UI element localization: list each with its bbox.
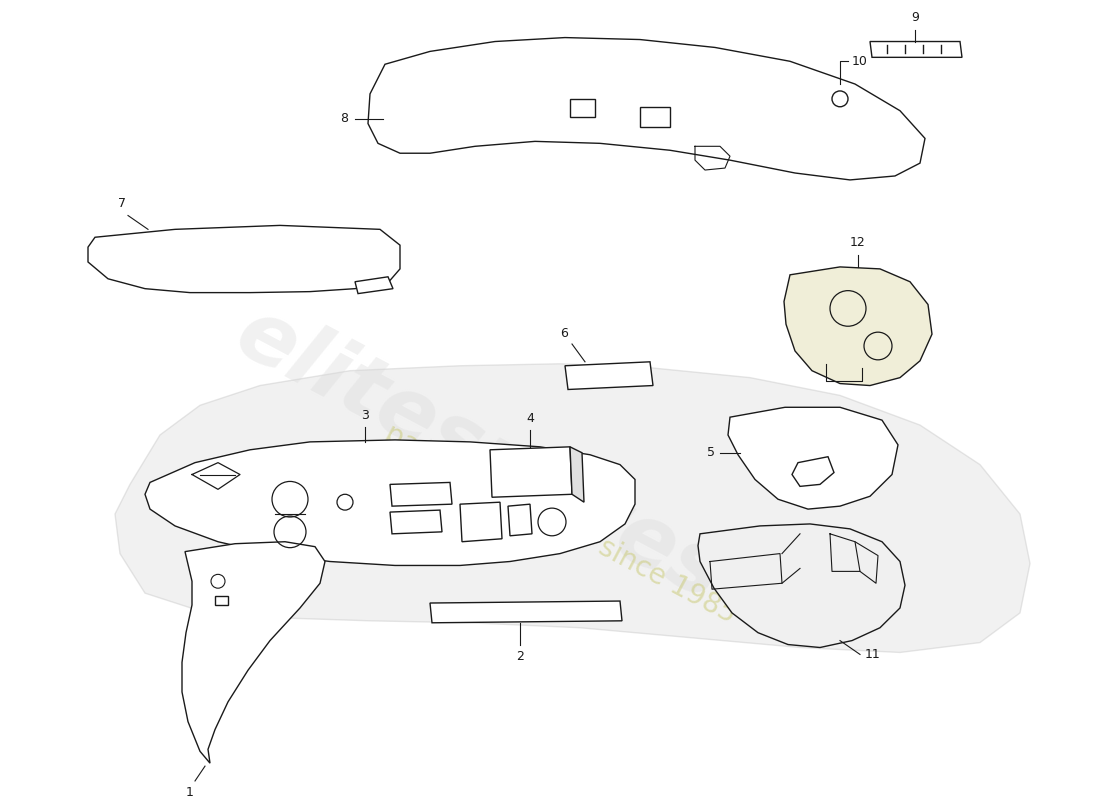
Text: 2: 2 — [516, 650, 524, 663]
Text: passion for parts since 1985: passion for parts since 1985 — [379, 419, 740, 629]
Polygon shape — [565, 362, 653, 390]
Text: 1: 1 — [186, 786, 194, 799]
Polygon shape — [792, 457, 834, 486]
Text: 8: 8 — [340, 112, 348, 125]
Text: 12: 12 — [850, 236, 866, 249]
Polygon shape — [728, 407, 898, 509]
Polygon shape — [640, 106, 670, 126]
Polygon shape — [145, 440, 635, 566]
Polygon shape — [182, 542, 324, 763]
Polygon shape — [116, 364, 1030, 653]
Text: 4: 4 — [526, 412, 534, 425]
Polygon shape — [784, 267, 932, 386]
Text: 5: 5 — [707, 446, 715, 459]
Text: elitespares: elitespares — [222, 291, 738, 618]
Polygon shape — [390, 482, 452, 506]
Text: 11: 11 — [865, 648, 881, 661]
Polygon shape — [490, 447, 572, 498]
Polygon shape — [88, 226, 400, 293]
Circle shape — [832, 91, 848, 106]
Polygon shape — [355, 277, 393, 294]
Polygon shape — [214, 596, 228, 605]
Polygon shape — [368, 38, 925, 180]
Polygon shape — [570, 447, 584, 502]
Text: 10: 10 — [852, 54, 868, 68]
Polygon shape — [870, 42, 962, 58]
Text: 9: 9 — [911, 10, 918, 24]
Text: 7: 7 — [118, 197, 127, 210]
Polygon shape — [390, 510, 442, 534]
Polygon shape — [460, 502, 502, 542]
Text: 6: 6 — [560, 327, 568, 340]
Polygon shape — [698, 524, 905, 647]
Polygon shape — [508, 504, 532, 536]
Polygon shape — [430, 601, 622, 622]
Text: 3: 3 — [361, 409, 368, 422]
Polygon shape — [570, 99, 595, 117]
